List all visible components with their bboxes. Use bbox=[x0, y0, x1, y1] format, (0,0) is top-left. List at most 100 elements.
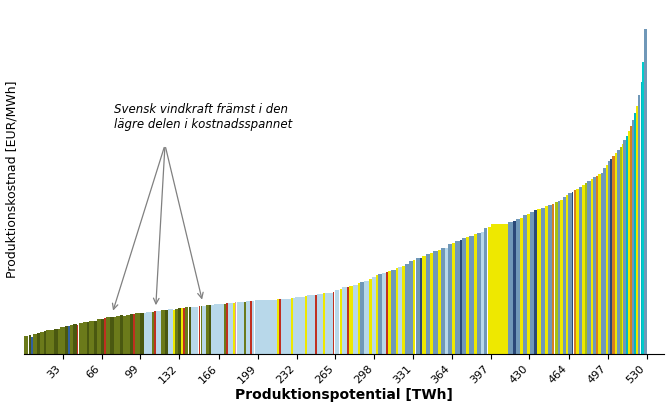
Bar bbox=[116, 316, 120, 354]
Bar bbox=[626, 135, 628, 354]
Bar bbox=[474, 234, 477, 354]
Bar bbox=[603, 168, 606, 354]
Bar bbox=[391, 270, 396, 354]
Bar bbox=[133, 314, 135, 354]
Bar bbox=[596, 176, 598, 354]
Bar bbox=[94, 321, 96, 354]
Bar bbox=[610, 159, 612, 354]
Bar bbox=[566, 195, 568, 354]
Bar bbox=[191, 307, 198, 354]
Bar bbox=[378, 274, 382, 354]
Bar bbox=[46, 330, 51, 354]
Bar bbox=[44, 331, 46, 354]
Bar bbox=[60, 326, 64, 354]
Bar bbox=[520, 218, 523, 354]
Bar bbox=[237, 302, 244, 354]
Bar bbox=[628, 131, 630, 354]
Bar bbox=[33, 334, 37, 354]
Bar bbox=[76, 325, 78, 354]
Bar bbox=[360, 282, 364, 354]
Bar bbox=[441, 248, 445, 354]
Bar bbox=[582, 185, 585, 354]
Bar bbox=[413, 259, 415, 354]
Bar bbox=[188, 307, 191, 354]
Bar bbox=[183, 308, 185, 354]
Bar bbox=[588, 181, 590, 354]
Bar bbox=[31, 337, 33, 354]
Bar bbox=[281, 299, 291, 354]
Bar bbox=[178, 308, 181, 354]
Bar bbox=[369, 279, 372, 354]
Bar bbox=[491, 224, 508, 354]
Bar bbox=[452, 243, 455, 354]
Bar bbox=[58, 329, 60, 354]
Bar bbox=[295, 297, 306, 354]
Bar bbox=[140, 313, 143, 354]
Bar bbox=[509, 222, 513, 354]
Bar bbox=[568, 193, 572, 354]
Bar bbox=[634, 113, 636, 354]
Bar bbox=[293, 298, 295, 354]
Bar bbox=[624, 140, 626, 354]
Bar bbox=[315, 295, 317, 354]
Bar bbox=[466, 237, 469, 354]
Bar bbox=[342, 287, 347, 354]
Bar bbox=[78, 323, 83, 354]
Bar bbox=[372, 277, 376, 354]
Bar bbox=[606, 165, 608, 354]
Bar bbox=[325, 293, 332, 354]
Bar bbox=[585, 183, 588, 354]
Bar bbox=[161, 310, 165, 354]
Bar bbox=[181, 308, 183, 354]
Bar bbox=[563, 197, 566, 354]
Bar bbox=[358, 284, 360, 354]
Bar bbox=[388, 271, 391, 354]
Bar bbox=[530, 212, 534, 354]
Bar bbox=[175, 309, 178, 354]
Bar bbox=[51, 330, 54, 354]
Bar bbox=[146, 312, 152, 354]
Bar bbox=[206, 305, 208, 354]
Bar bbox=[114, 317, 116, 354]
Bar bbox=[24, 335, 28, 354]
Bar bbox=[154, 311, 156, 354]
Bar bbox=[244, 302, 246, 354]
Bar bbox=[423, 256, 425, 354]
Bar bbox=[255, 300, 277, 354]
Bar bbox=[469, 236, 474, 354]
Bar bbox=[126, 315, 129, 354]
Bar bbox=[291, 298, 293, 354]
Bar bbox=[478, 233, 481, 354]
Bar bbox=[580, 186, 582, 354]
Bar bbox=[601, 173, 603, 354]
Bar bbox=[214, 304, 224, 354]
Bar bbox=[632, 120, 634, 354]
Bar bbox=[438, 250, 441, 354]
Bar bbox=[574, 190, 576, 354]
Bar bbox=[484, 228, 488, 354]
Bar bbox=[433, 251, 438, 354]
Bar bbox=[641, 82, 643, 354]
Bar bbox=[101, 319, 105, 354]
Bar bbox=[612, 156, 614, 354]
Bar bbox=[120, 315, 123, 354]
Bar bbox=[74, 324, 76, 354]
Bar bbox=[97, 319, 101, 354]
Bar bbox=[353, 285, 358, 354]
Bar bbox=[638, 95, 641, 354]
Bar bbox=[185, 307, 188, 354]
Bar bbox=[83, 322, 86, 354]
Bar bbox=[617, 150, 620, 354]
Bar bbox=[347, 287, 349, 354]
Bar bbox=[165, 310, 168, 354]
Bar bbox=[462, 238, 466, 354]
Bar bbox=[64, 326, 68, 354]
Text: Svensk vindkraft främst i den
lägre delen i kostnadsspannet: Svensk vindkraft främst i den lägre dele… bbox=[114, 103, 292, 131]
Bar bbox=[598, 174, 600, 354]
Bar bbox=[382, 273, 386, 354]
Bar bbox=[560, 200, 563, 354]
Bar bbox=[37, 333, 40, 354]
Bar bbox=[332, 292, 334, 354]
Bar bbox=[527, 214, 530, 354]
Bar bbox=[70, 325, 74, 354]
